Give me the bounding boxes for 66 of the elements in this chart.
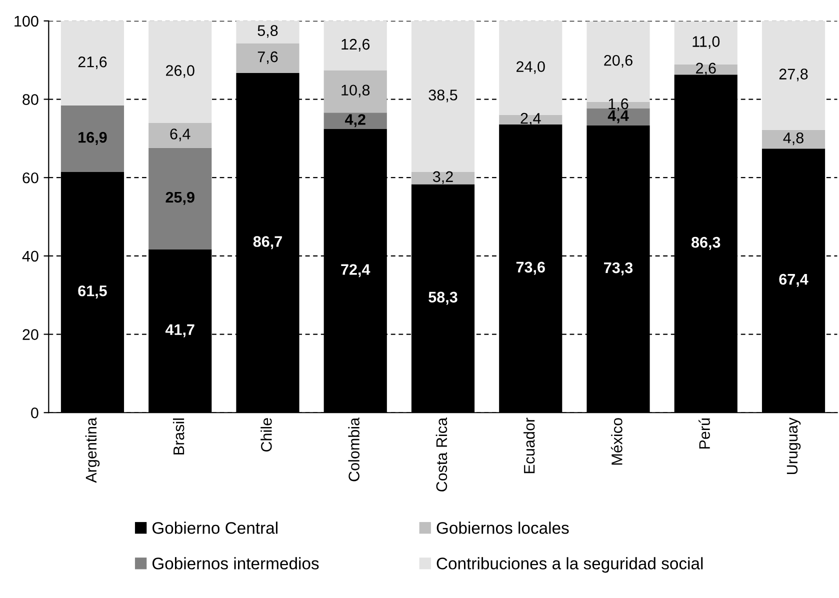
data-label: 7,6 xyxy=(258,51,278,64)
data-label: 27,8 xyxy=(779,68,808,82)
data-label: 61,5 xyxy=(78,285,107,298)
data-label: 4,2 xyxy=(344,114,366,128)
bar xyxy=(499,114,562,124)
x-tick-label: Costa Rica xyxy=(436,417,448,492)
data-label: 41,7 xyxy=(165,324,194,338)
x-tick-label: México xyxy=(610,418,622,465)
x-tick-label: Brasil xyxy=(172,418,184,454)
data-label: 6,4 xyxy=(170,128,190,142)
bar xyxy=(762,130,826,149)
x-tick-label: Uruguay xyxy=(786,418,801,474)
bar xyxy=(148,148,212,250)
data-label: 24,0 xyxy=(516,61,545,74)
data-label: 25,9 xyxy=(166,192,194,205)
data-label: 5,8 xyxy=(258,25,278,38)
x-tick-label: Colombia xyxy=(348,417,360,482)
bar xyxy=(324,112,387,130)
legend-label: Contribuciones a la seguridad social xyxy=(436,557,703,573)
data-label: 86,7 xyxy=(253,236,282,250)
bar xyxy=(762,20,826,130)
data-label: 73,3 xyxy=(604,262,633,276)
data-label: 21,6 xyxy=(78,56,107,70)
bar xyxy=(148,122,212,148)
data-label: 16,9 xyxy=(78,132,107,145)
data-label: 3,2 xyxy=(432,171,453,184)
data-label: 4,8 xyxy=(783,132,804,146)
x-tick-label: Perú xyxy=(698,418,710,448)
legend-label: Gobiernos locales xyxy=(436,522,569,534)
bar xyxy=(324,20,387,70)
data-label: 2,4 xyxy=(520,112,541,126)
x-tick-label: Ecuador xyxy=(524,418,535,474)
y-tick-label: 100 xyxy=(14,16,38,27)
bar xyxy=(236,20,300,44)
bar xyxy=(674,21,738,64)
y-tick-label: 80 xyxy=(22,94,38,105)
data-label: 20,6 xyxy=(604,54,632,68)
bar xyxy=(60,106,124,172)
data-label: 73,6 xyxy=(516,262,545,275)
x-tick-label: Argentina xyxy=(85,417,100,483)
legend-label: Gobierno Central xyxy=(152,522,278,534)
bar xyxy=(411,172,475,184)
bar xyxy=(236,43,300,74)
bar xyxy=(60,20,124,106)
bar xyxy=(148,20,212,123)
x-tick-label: Chile xyxy=(260,418,272,452)
data-label: 10,8 xyxy=(342,84,370,98)
data-label: 4,4 xyxy=(608,110,629,124)
y-tick-label: 20 xyxy=(22,329,38,340)
data-label: 1,6 xyxy=(608,98,628,112)
bar xyxy=(411,20,475,172)
data-label: 67,4 xyxy=(779,274,808,287)
data-label: 12,6 xyxy=(342,38,370,52)
y-tick-label: 60 xyxy=(22,172,38,184)
bar xyxy=(324,70,387,113)
y-tick-label: 0 xyxy=(31,407,38,418)
y-tick-label: 40 xyxy=(22,250,38,262)
data-label: 26,0 xyxy=(166,65,194,78)
data-label: 2,6 xyxy=(696,62,716,76)
data-label: 72,4 xyxy=(341,264,370,278)
bar xyxy=(674,64,738,75)
data-label: 38,5 xyxy=(428,90,458,102)
data-label: 58,3 xyxy=(428,292,458,305)
data-label: 86,3 xyxy=(691,236,720,250)
legend-label: Gobiernos intermedios xyxy=(152,557,319,570)
data-label: 11,0 xyxy=(692,36,720,49)
